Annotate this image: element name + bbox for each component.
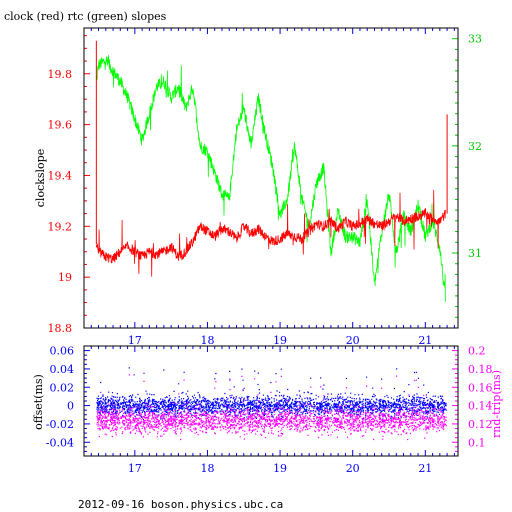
bottom-left-ticks: -0.04 -0.02 0 0.02 0.04 0.06 [46, 345, 90, 452]
top-right-ticks: 31 32 33 [452, 33, 482, 318]
bottom-x-tick-label: 21 [418, 462, 432, 475]
top-left-tick-label: 19.6 [48, 119, 73, 132]
rtc-slope-series [95, 55, 446, 302]
top-left-tick-label: 19.8 [48, 68, 73, 81]
top-left-tick-label: 19.2 [48, 220, 73, 233]
top-left-tick-label: 19.4 [48, 169, 73, 182]
bottom-x-tick-label: 18 [200, 462, 214, 475]
top-x-tick-label: 18 [200, 334, 214, 347]
bottom-right-ticks: 0.1 0.12 0.14 0.16 0.18 0.2 [452, 345, 493, 452]
top-x-tick-label: 19 [273, 334, 287, 347]
top-series-group [95, 40, 448, 302]
bottom-plot-frame [83, 345, 459, 457]
bottom-x-tick-label: 19 [273, 462, 287, 475]
top-x-tick-label: 20 [346, 334, 360, 347]
top-left-tick-label: 19 [58, 271, 72, 284]
top-right-tick-label: 32 [468, 140, 482, 153]
clock-slope-series [95, 189, 446, 277]
bottom-left-tick-label: 0.04 [50, 363, 75, 376]
top-right-tick-label: 31 [468, 247, 482, 260]
bottom-right-tick-label: 0.16 [468, 381, 493, 394]
bottom-left-tick-label: 0.06 [50, 345, 75, 358]
bottom-left-tick-label: -0.02 [46, 418, 74, 431]
bottom-right-tick-label: 0.18 [468, 363, 493, 376]
bottom-series-group [96, 367, 447, 441]
chart-title: clock (red) rtc (green) slopes [4, 10, 167, 23]
bottom-right-tick-label: 0.12 [468, 418, 493, 431]
top-y-axis-label: clockslope [34, 149, 47, 207]
top-right-tick-label: 33 [468, 33, 482, 46]
bottom-left-tick-label: 0.02 [50, 381, 75, 394]
top-left-tick-label: 18.8 [48, 322, 73, 335]
top-x-ticks: 17 18 19 20 21 [83, 28, 455, 347]
bottom-left-tick-label: -0.04 [46, 436, 74, 449]
bottom-right-tick-label: 0.2 [468, 345, 486, 358]
round-trip-scatter [96, 374, 447, 441]
bottom-y-axis-label: offset(ms) [32, 374, 45, 430]
bottom-left-tick-label: 0 [67, 400, 74, 413]
footer-text: 2012-09-16 boson.physics.ubc.ca [78, 498, 283, 511]
top-plot-frame [83, 27, 459, 329]
bottom-right-tick-label: 0.1 [468, 436, 486, 449]
bottom-x-tick-label: 20 [346, 462, 360, 475]
bottom-x-tick-label: 17 [128, 462, 142, 475]
top-x-tick-label: 21 [418, 334, 432, 347]
offset-scatter [96, 367, 447, 423]
bottom-y2-axis-label: rnd-trip(ms) [490, 370, 503, 438]
top-x-tick-label: 17 [128, 334, 142, 347]
bottom-right-tick-label: 0.14 [468, 400, 493, 413]
